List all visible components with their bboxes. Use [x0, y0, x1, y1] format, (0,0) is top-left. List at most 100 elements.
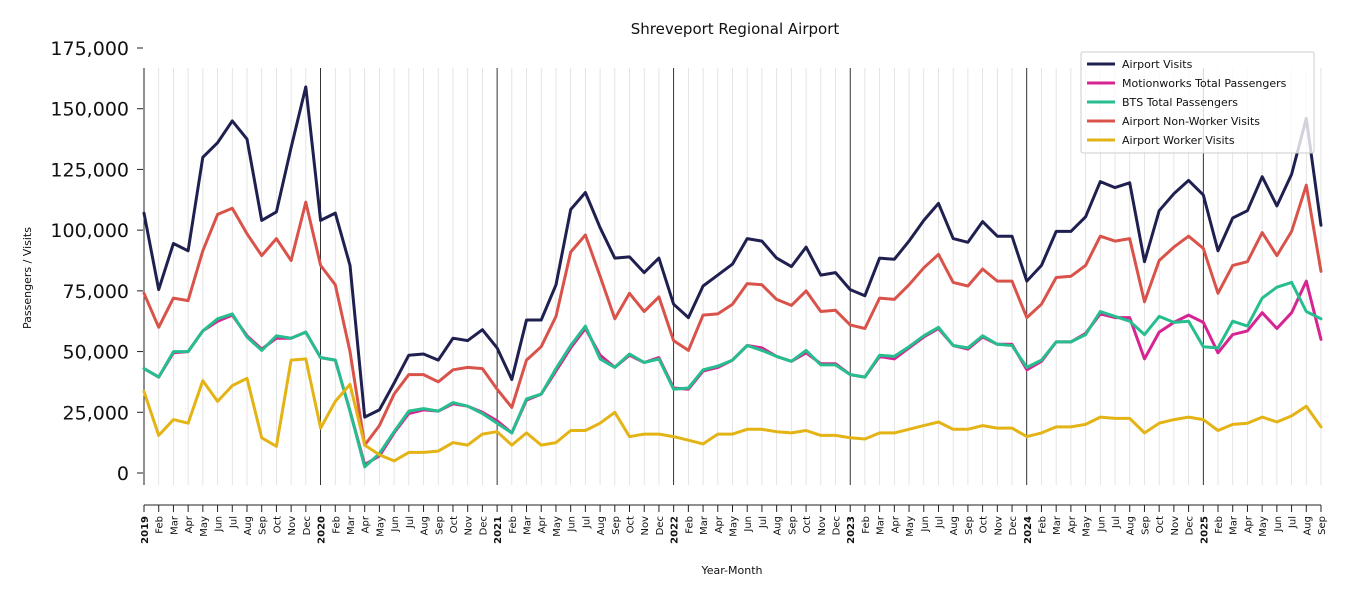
x-tick-label: Mar: [1229, 515, 1240, 535]
x-tick-label: Nov: [287, 516, 298, 536]
x-tick-label: Apr: [361, 515, 372, 533]
x-tick-label: Apr: [714, 515, 725, 533]
x-tick-label: 2021: [493, 516, 504, 544]
x-tick-label: May: [905, 516, 916, 537]
x-tick-label: 2022: [670, 516, 681, 544]
x-tick-label: Apr: [537, 515, 548, 533]
legend-label: Airport Non-Worker Visits: [1122, 115, 1260, 128]
x-tick-label: 2020: [317, 516, 328, 544]
x-tick-label: Jul: [228, 516, 239, 529]
x-tick-label: Mar: [1052, 515, 1063, 535]
x-tick-label: Jul: [581, 516, 592, 529]
x-tick-label: Apr: [1067, 515, 1078, 533]
x-tick-label: Oct: [626, 516, 637, 533]
x-tick-label: Nov: [993, 516, 1004, 536]
x-tick-label: Dec: [1185, 516, 1196, 535]
x-tick-label: Aug: [1126, 516, 1137, 536]
x-tick-label: Jul: [1111, 516, 1122, 529]
series-lines: [142, 85, 1323, 469]
x-tick-label: Sep: [611, 516, 622, 535]
x-tick-label: May: [729, 516, 740, 537]
x-tick-label: 2025: [1199, 516, 1210, 544]
x-tick-label: May: [375, 516, 386, 537]
x-tick-label: May: [1258, 516, 1269, 537]
x-tick-label: Dec: [1008, 516, 1019, 535]
x-tick-label: Jun: [1096, 516, 1107, 533]
x-tick-label: 2019: [140, 516, 151, 544]
y-tick-label: 175,000: [50, 38, 129, 60]
x-tick-label: Feb: [331, 516, 342, 534]
x-tick-label: Feb: [861, 516, 872, 534]
x-tick-label: Oct: [272, 516, 283, 533]
x-tick-label: Jun: [390, 516, 401, 533]
x-tick-label: Aug: [243, 516, 254, 536]
chart-title: Shreveport Regional Airport: [631, 20, 840, 38]
x-tick-label: Sep: [964, 516, 975, 535]
x-tick-label: Dec: [478, 516, 489, 535]
x-tick-label: Feb: [1214, 516, 1225, 534]
x-tick-label: Dec: [655, 516, 666, 535]
x-tick-label: Jun: [567, 516, 578, 533]
y-tick-label: 150,000: [50, 99, 129, 121]
series-line: [142, 357, 1323, 463]
x-tick-label: Sep: [1317, 516, 1328, 535]
x-tick-label: Feb: [1037, 516, 1048, 534]
x-tick-label: Oct: [979, 516, 990, 533]
legend-label: BTS Total Passengers: [1122, 96, 1238, 109]
legend-box: [1080, 51, 1315, 154]
x-tick-label: Nov: [640, 516, 651, 536]
x-tick-label: Jul: [405, 516, 416, 529]
x-tick-label: Sep: [258, 516, 269, 535]
x-tick-label: Apr: [184, 515, 195, 533]
x-tick-label: Jul: [758, 516, 769, 529]
x-tick-label: Aug: [949, 516, 960, 536]
x-tick-label: Jun: [920, 516, 931, 533]
x-tick-label: May: [1082, 516, 1093, 537]
x-tick-label: Mar: [346, 515, 357, 535]
x-tick-label: May: [552, 516, 563, 537]
series-line: [142, 280, 1323, 469]
x-tick-label: Aug: [1302, 516, 1313, 536]
x-tick-label: Nov: [1170, 516, 1181, 536]
legend-label: Airport Visits: [1122, 58, 1193, 71]
x-tick-label: Dec: [302, 516, 313, 535]
x-tick-label: Jun: [743, 516, 754, 533]
legend-label: Airport Worker Visits: [1122, 134, 1235, 147]
x-tick-label: Oct: [1155, 516, 1166, 533]
y-axis: 0 25,000 50,000 75,000 100,000 125,000 150,000…: [50, 38, 145, 485]
x-tick-label: Jun: [1273, 516, 1284, 533]
legend-label: Motionworks Total Passengers: [1122, 77, 1287, 90]
x-tick-label: Sep: [1140, 516, 1151, 535]
x-tick-label: Apr: [890, 515, 901, 533]
x-tick-label: Dec: [831, 516, 842, 535]
x-tick-label: Jul: [934, 516, 945, 529]
x-tick-label: Oct: [802, 516, 813, 533]
x-tick-label: Jun: [214, 516, 225, 533]
x-tick-label: Apr: [1243, 515, 1254, 533]
series-line: [142, 85, 1323, 419]
y-tick-label: 100,000: [50, 220, 129, 242]
x-tick-label: Aug: [773, 516, 784, 536]
series-line: [142, 183, 1323, 447]
x-tick-label: May: [199, 516, 210, 537]
y-tick-label: 50,000: [63, 342, 129, 364]
x-tick-label: Sep: [434, 516, 445, 535]
x-axis-label: Year-Month: [700, 564, 762, 577]
x-tick-label: Oct: [449, 516, 460, 533]
x-tick-label: Nov: [817, 516, 828, 536]
x-tick-label: Mar: [699, 515, 710, 535]
grid: [143, 68, 1322, 485]
legend: Airport Visits Motionworks Total Passenge…: [1080, 51, 1315, 154]
x-tick-label: Feb: [508, 516, 519, 534]
x-axis: 2019 Feb Mar Apr May Jun Jul Aug Sep Oct Nov Dec 202…: [140, 504, 1328, 544]
x-tick-label: Mar: [523, 515, 534, 535]
x-tick-label: Feb: [684, 516, 695, 534]
y-tick-label: 25,000: [63, 402, 129, 424]
x-tick-label: 2023: [846, 516, 857, 544]
x-tick-label: Jul: [1288, 516, 1299, 529]
y-axis-label: Passengers / Visits: [21, 227, 34, 329]
y-tick-label: 125,000: [50, 159, 129, 181]
x-tick-label: 2024: [1023, 516, 1034, 544]
x-tick-label: Feb: [155, 516, 166, 534]
